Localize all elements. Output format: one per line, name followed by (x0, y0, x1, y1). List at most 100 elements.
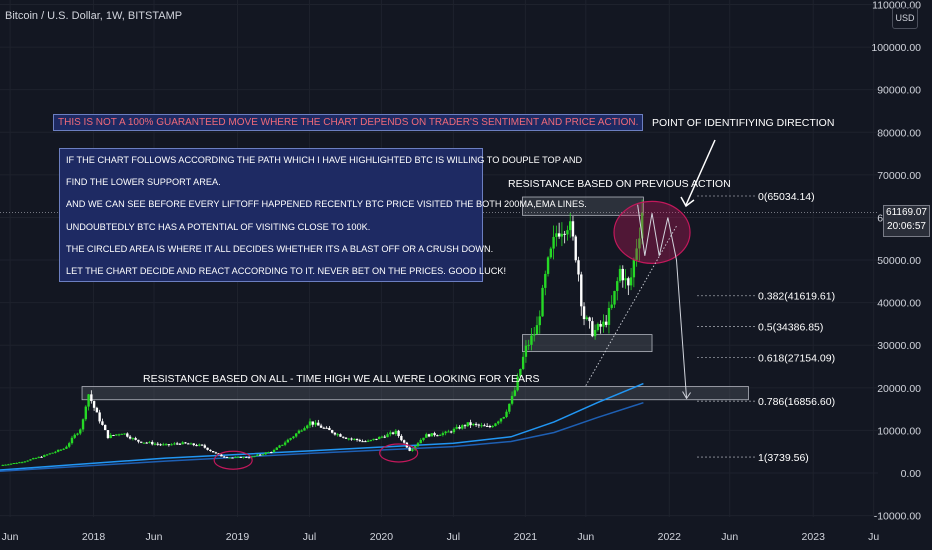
candle-body (70, 437, 74, 444)
direction-arrow (685, 139, 716, 206)
candle-body (90, 394, 93, 402)
candle-body (632, 259, 636, 278)
disclaimer-note: THIS IS NOT A 100% GUARANTEED MOVE WHERE… (53, 114, 644, 131)
candle-body (330, 430, 334, 433)
candle-body (278, 445, 281, 448)
candle-body (142, 442, 146, 444)
candle-body (577, 260, 580, 275)
candle-body (361, 441, 364, 443)
candle-body (372, 438, 375, 440)
y-tick-label: 100000.00 (871, 42, 921, 54)
x-tick-label: Jul (447, 531, 460, 543)
candle-body (580, 274, 583, 307)
annotations: RESISTANCE BASED ON ALL - TIME HIGH WE A… (0, 117, 878, 470)
candle-body (308, 421, 312, 426)
candle-body (18, 462, 21, 464)
x-tick-label: 2019 (226, 531, 250, 543)
candle-body (391, 432, 395, 434)
moving-average-line (0, 382, 644, 471)
candle-body (103, 424, 107, 431)
candle-body (364, 441, 367, 443)
candle-body (48, 453, 52, 455)
candle-body (466, 422, 469, 427)
bar-countdown: 20:06:57 (887, 221, 926, 232)
fib-level-label: 0.786(16856.60) (758, 396, 835, 408)
y-tick-label: 30000.00 (877, 340, 921, 352)
candle-body (56, 449, 60, 452)
candle-body (455, 426, 458, 429)
moving-average-line (0, 401, 644, 473)
candle-body (461, 425, 464, 429)
candle-body (156, 443, 159, 445)
candle-body (223, 456, 226, 458)
projection-arrowhead (682, 391, 691, 400)
candle-body (59, 449, 63, 451)
candle-body (596, 323, 600, 330)
candle-body (225, 457, 229, 459)
candle-body (187, 443, 190, 445)
candle-body (574, 236, 577, 261)
candle-body (618, 268, 622, 282)
candle-body (145, 442, 148, 444)
candle-body (533, 334, 536, 336)
fib-level-label: 0(65034.14) (758, 191, 815, 203)
candle-body (369, 439, 373, 441)
candle-body (333, 432, 337, 435)
y-tick-label: 90000.00 (877, 85, 921, 97)
candle-body (267, 452, 270, 454)
candle-body (275, 447, 278, 450)
candle-body (9, 463, 13, 465)
candle-body (54, 451, 57, 453)
note-line: AND WE CAN SEE BEFORE EVERY LIFTOFF HAPP… (66, 199, 587, 209)
highlight-circle (613, 200, 691, 264)
candle-body (535, 325, 539, 335)
candle-body (300, 430, 303, 432)
previous-resistance-label: RESISTANCE BASED ON PREVIOUS ACTION (508, 178, 731, 190)
candle-body (336, 434, 339, 436)
candle-body (40, 456, 43, 458)
y-tick-label: 50000.00 (877, 255, 921, 267)
candle-body (87, 394, 90, 407)
candle-body (524, 345, 528, 357)
candle-body (322, 427, 326, 429)
candle-body (469, 422, 472, 426)
candle-body (389, 432, 392, 435)
candle-body (502, 416, 505, 419)
candle-body (541, 287, 544, 317)
candle-body (344, 437, 348, 439)
candle-body (516, 376, 519, 391)
candle-body (220, 454, 223, 457)
candle-body (342, 436, 345, 438)
candle-body (635, 248, 638, 260)
candle-body (411, 449, 414, 451)
candle-body (552, 236, 555, 249)
y-tick-label: 70000.00 (877, 170, 921, 182)
candle-body (120, 433, 123, 435)
fib-level-label: 0.382(41619.61) (758, 291, 835, 303)
candlesticks (1, 199, 644, 466)
analysis-note: IF THE CHART FOLLOWS ACCORDING THE PATH … (59, 148, 587, 282)
candle-body (350, 438, 353, 440)
candle-body (394, 430, 398, 434)
fib-level-label: 0.5(34386.85) (758, 322, 823, 334)
currency-badge[interactable]: USD (892, 7, 918, 29)
candle-body (604, 321, 608, 325)
candle-body (292, 436, 295, 439)
candle-body (192, 443, 195, 446)
candle-body (289, 438, 292, 440)
candle-body (181, 442, 184, 445)
note-line: IF THE CHART FOLLOWS ACCORDING THE PATH … (66, 155, 583, 165)
candle-body (200, 444, 204, 446)
candle-body (153, 443, 157, 445)
resistance-zone (522, 196, 644, 216)
current-price-badge: 61169.07 20:06:57 (883, 205, 930, 237)
candle-body (272, 449, 276, 453)
candle-body (557, 233, 561, 237)
candle-body (20, 462, 24, 464)
candle-body (32, 458, 35, 460)
candle-body (112, 434, 115, 436)
candle-body (37, 456, 40, 458)
x-tick-label: 2022 (658, 531, 682, 543)
candle-body (258, 454, 262, 456)
candle-body (286, 439, 290, 443)
